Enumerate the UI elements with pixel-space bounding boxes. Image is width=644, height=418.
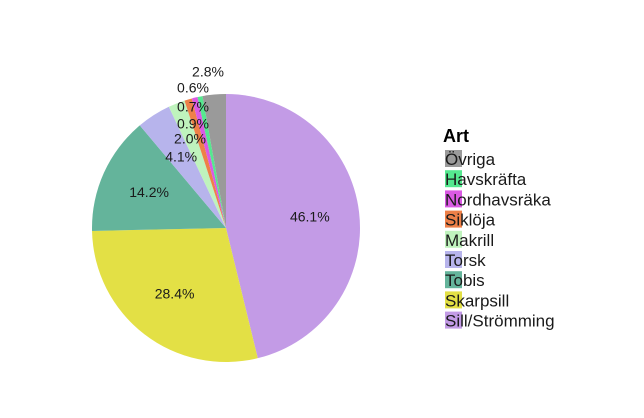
pie-slice-makrill — [168, 100, 226, 228]
legend-label-havskrafta: Havskräfta — [445, 170, 527, 189]
legend-label-nordhavsraka: Nordhavsräka — [445, 190, 551, 209]
pie-slice-skarpsill — [92, 228, 258, 362]
slice-label-nordhavsraka: 0.7% — [177, 99, 209, 115]
legend-swatch-sikloja — [445, 210, 462, 228]
legend-label-ovriga: Övriga — [445, 150, 496, 169]
legend-swatch-sill-stromming — [445, 311, 462, 329]
legend-label-sikloja: Siklöja — [445, 211, 496, 230]
slice-label-torsk: 4.1% — [165, 149, 197, 165]
pie-slices — [92, 94, 360, 362]
legend-label-makrill: Makrill — [445, 231, 494, 250]
legend-swatch-makrill — [445, 230, 462, 248]
legend-label-tobis: Tobis — [445, 271, 485, 290]
pie-slice-havskrafta — [197, 96, 226, 228]
slice-label-ovriga: 2.8% — [192, 64, 224, 80]
legend-label-sill-stromming: Sill/Strömming — [445, 312, 555, 331]
legend-label-torsk: Torsk — [445, 251, 486, 270]
legend-swatch-tobis — [445, 271, 462, 289]
pie-slice-nordhavsraka — [191, 97, 226, 228]
slice-label-skarpsill: 28.4% — [155, 286, 195, 302]
pie-slice-sikloja — [184, 98, 226, 228]
legend-swatch-torsk — [445, 251, 462, 268]
legend-label-skarpsill: Skarpsill — [445, 291, 509, 310]
legend-swatch-nordhavsraka — [445, 190, 462, 208]
pie-slice-tobis — [92, 125, 226, 231]
pie-slice-ovriga — [202, 94, 226, 228]
legend-swatch-ovriga — [445, 150, 462, 167]
slice-label-havskrafta: 0.6% — [177, 80, 209, 96]
pie-slice-torsk — [139, 106, 226, 228]
slice-label-makrill: 2.0% — [174, 131, 206, 147]
legend-title: Art — [443, 126, 469, 146]
legend-swatch-havskrafta — [445, 170, 462, 188]
slice-label-tobis: 14.2% — [129, 184, 169, 200]
slice-label-sill-stromming: 46.1% — [290, 209, 330, 225]
slice-label-sikloja: 0.9% — [177, 116, 209, 132]
pie-slice-sill-stromming — [226, 94, 360, 359]
pie-labels: 46.1% 28.4% 14.2% 4.1% 2.0%0.9%0.7% 0.6%2.8% — [129, 64, 329, 302]
legend-swatch-skarpsill — [445, 291, 462, 309]
